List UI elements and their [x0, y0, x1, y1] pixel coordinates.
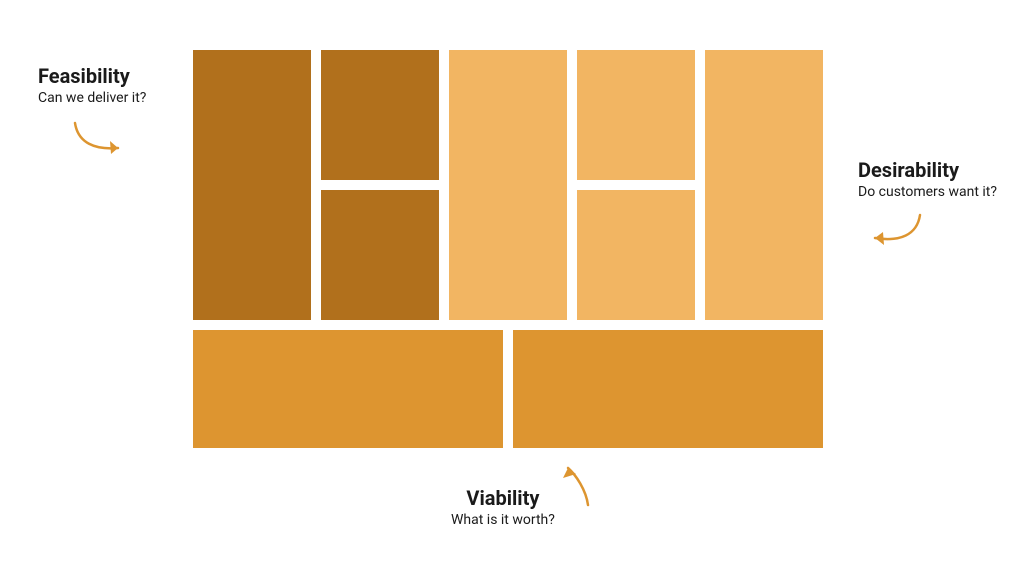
viability-left-block: [193, 330, 503, 448]
arrow-head: [875, 232, 884, 245]
desirability-subtitle: Do customers want it?: [858, 184, 997, 200]
desirability-top-block: [577, 50, 695, 180]
viability-label: Viability What is it worth?: [451, 486, 555, 528]
viability-arrow-icon: [558, 460, 598, 510]
viability-right-block: [513, 330, 823, 448]
feasibility-bottom-block: [321, 190, 439, 320]
viability-subtitle: What is it worth?: [451, 512, 555, 528]
arrow-head: [563, 468, 576, 478]
desirability-label: Desirability Do customers want it?: [858, 158, 997, 200]
desirability-tall-b-block: [705, 50, 823, 320]
feasibility-subtitle: Can we deliver it?: [38, 90, 146, 106]
desirability-title: Desirability: [858, 158, 997, 182]
desirability-bottom-block: [577, 190, 695, 320]
arrow-head: [110, 141, 118, 154]
desirability-tall-a-block: [449, 50, 567, 320]
desirability-arrow-icon: [865, 210, 925, 250]
feasibility-tall-block: [193, 50, 311, 320]
feasibility-title: Feasibility: [38, 64, 146, 88]
diagram-stage: Feasibility Can we deliver it? Desirabil…: [0, 0, 1024, 576]
feasibility-label: Feasibility Can we deliver it?: [38, 64, 146, 106]
viability-title: Viability: [451, 486, 555, 510]
feasibility-top-block: [321, 50, 439, 180]
feasibility-arrow-icon: [70, 118, 130, 158]
